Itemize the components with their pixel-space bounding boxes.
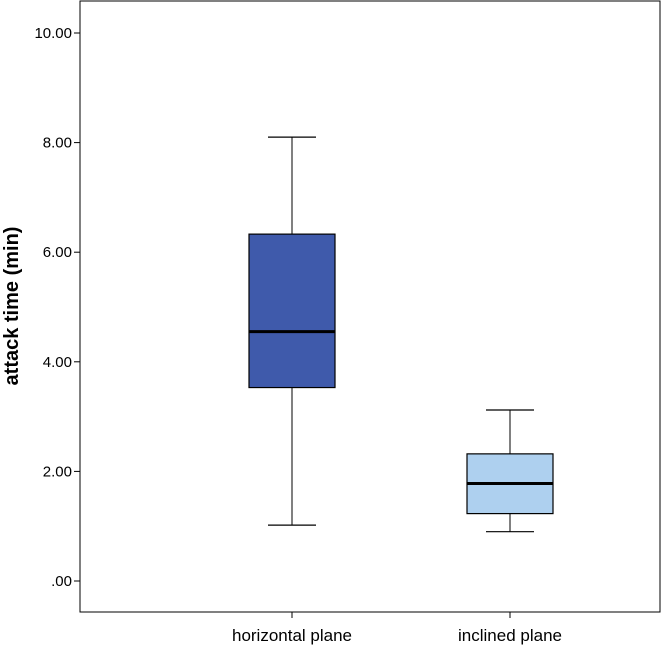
y-tick-label: 4.00 <box>43 354 72 371</box>
y-axis: .00 2.00 4.00 6.00 8.00 10.00 <box>34 25 80 590</box>
box-inclined-plane <box>466 409 554 533</box>
y-tick-label: .00 <box>51 573 72 590</box>
boxes-group <box>248 136 554 533</box>
y-tick-label: 8.00 <box>43 135 72 152</box>
y-axis-title: attack time (min) <box>1 227 23 386</box>
x-axis: horizontal plane inclined plane <box>232 612 562 645</box>
y-tick-label: 6.00 <box>43 244 72 261</box>
y-tick-label: 10.00 <box>34 25 72 42</box>
plot-frame <box>79 0 661 613</box>
y-tick-label: 2.00 <box>43 463 72 480</box>
x-category-label: inclined plane <box>458 626 562 645</box>
box-horizontal-plane <box>248 136 336 526</box>
x-category-label: horizontal plane <box>232 626 352 645</box>
iqr-box <box>248 233 336 389</box>
